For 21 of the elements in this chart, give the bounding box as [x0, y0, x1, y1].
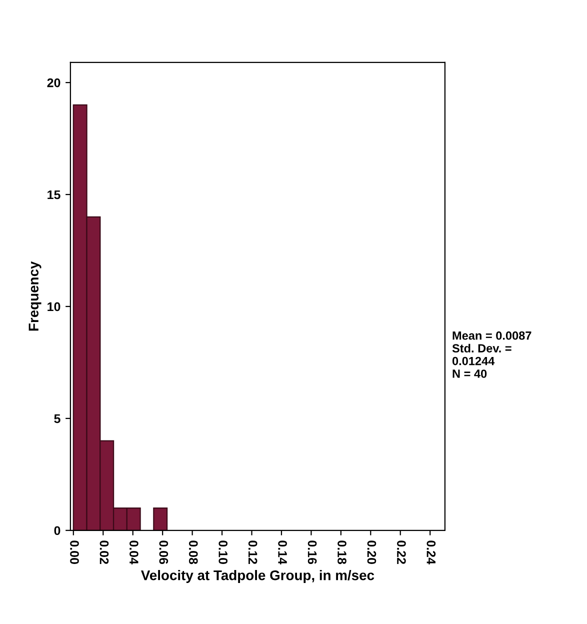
y-tick-label: 15 — [48, 190, 60, 200]
x-tick-label: 0.12 — [248, 540, 258, 564]
y-tick-label: 0 — [54, 526, 60, 536]
x-tick-label: 0.22 — [397, 540, 406, 564]
x-tick-label: 0.02 — [100, 540, 109, 564]
x-tick-label: 0.24 — [426, 540, 436, 564]
x-tick-label: 0.00 — [70, 540, 79, 564]
y-axis-title: Frequency — [28, 261, 42, 331]
x-tick-label: 0.06 — [159, 540, 168, 564]
x-tick-label: 0.18 — [338, 540, 346, 564]
x-tick-label: 0.14 — [278, 540, 287, 564]
text: Mean = 0.0087 Std. Dev. = 0.01244 N = 40 — [452, 331, 532, 378]
y-tick-label: 20 — [47, 78, 60, 88]
y-tick-label: 10 — [48, 302, 60, 312]
x-tick-label: 0.10 — [218, 540, 228, 564]
x-tick-label: 0.16 — [308, 540, 317, 564]
x-tick-label: 0.08 — [188, 540, 198, 564]
x-tick-label: 0.04 — [130, 540, 138, 564]
x-axis-title: Velocity at Tadpole Group, in m/sec — [140, 570, 374, 583]
y-tick-label: 5 — [54, 414, 60, 424]
x-tick-label: 0.20 — [367, 540, 376, 564]
